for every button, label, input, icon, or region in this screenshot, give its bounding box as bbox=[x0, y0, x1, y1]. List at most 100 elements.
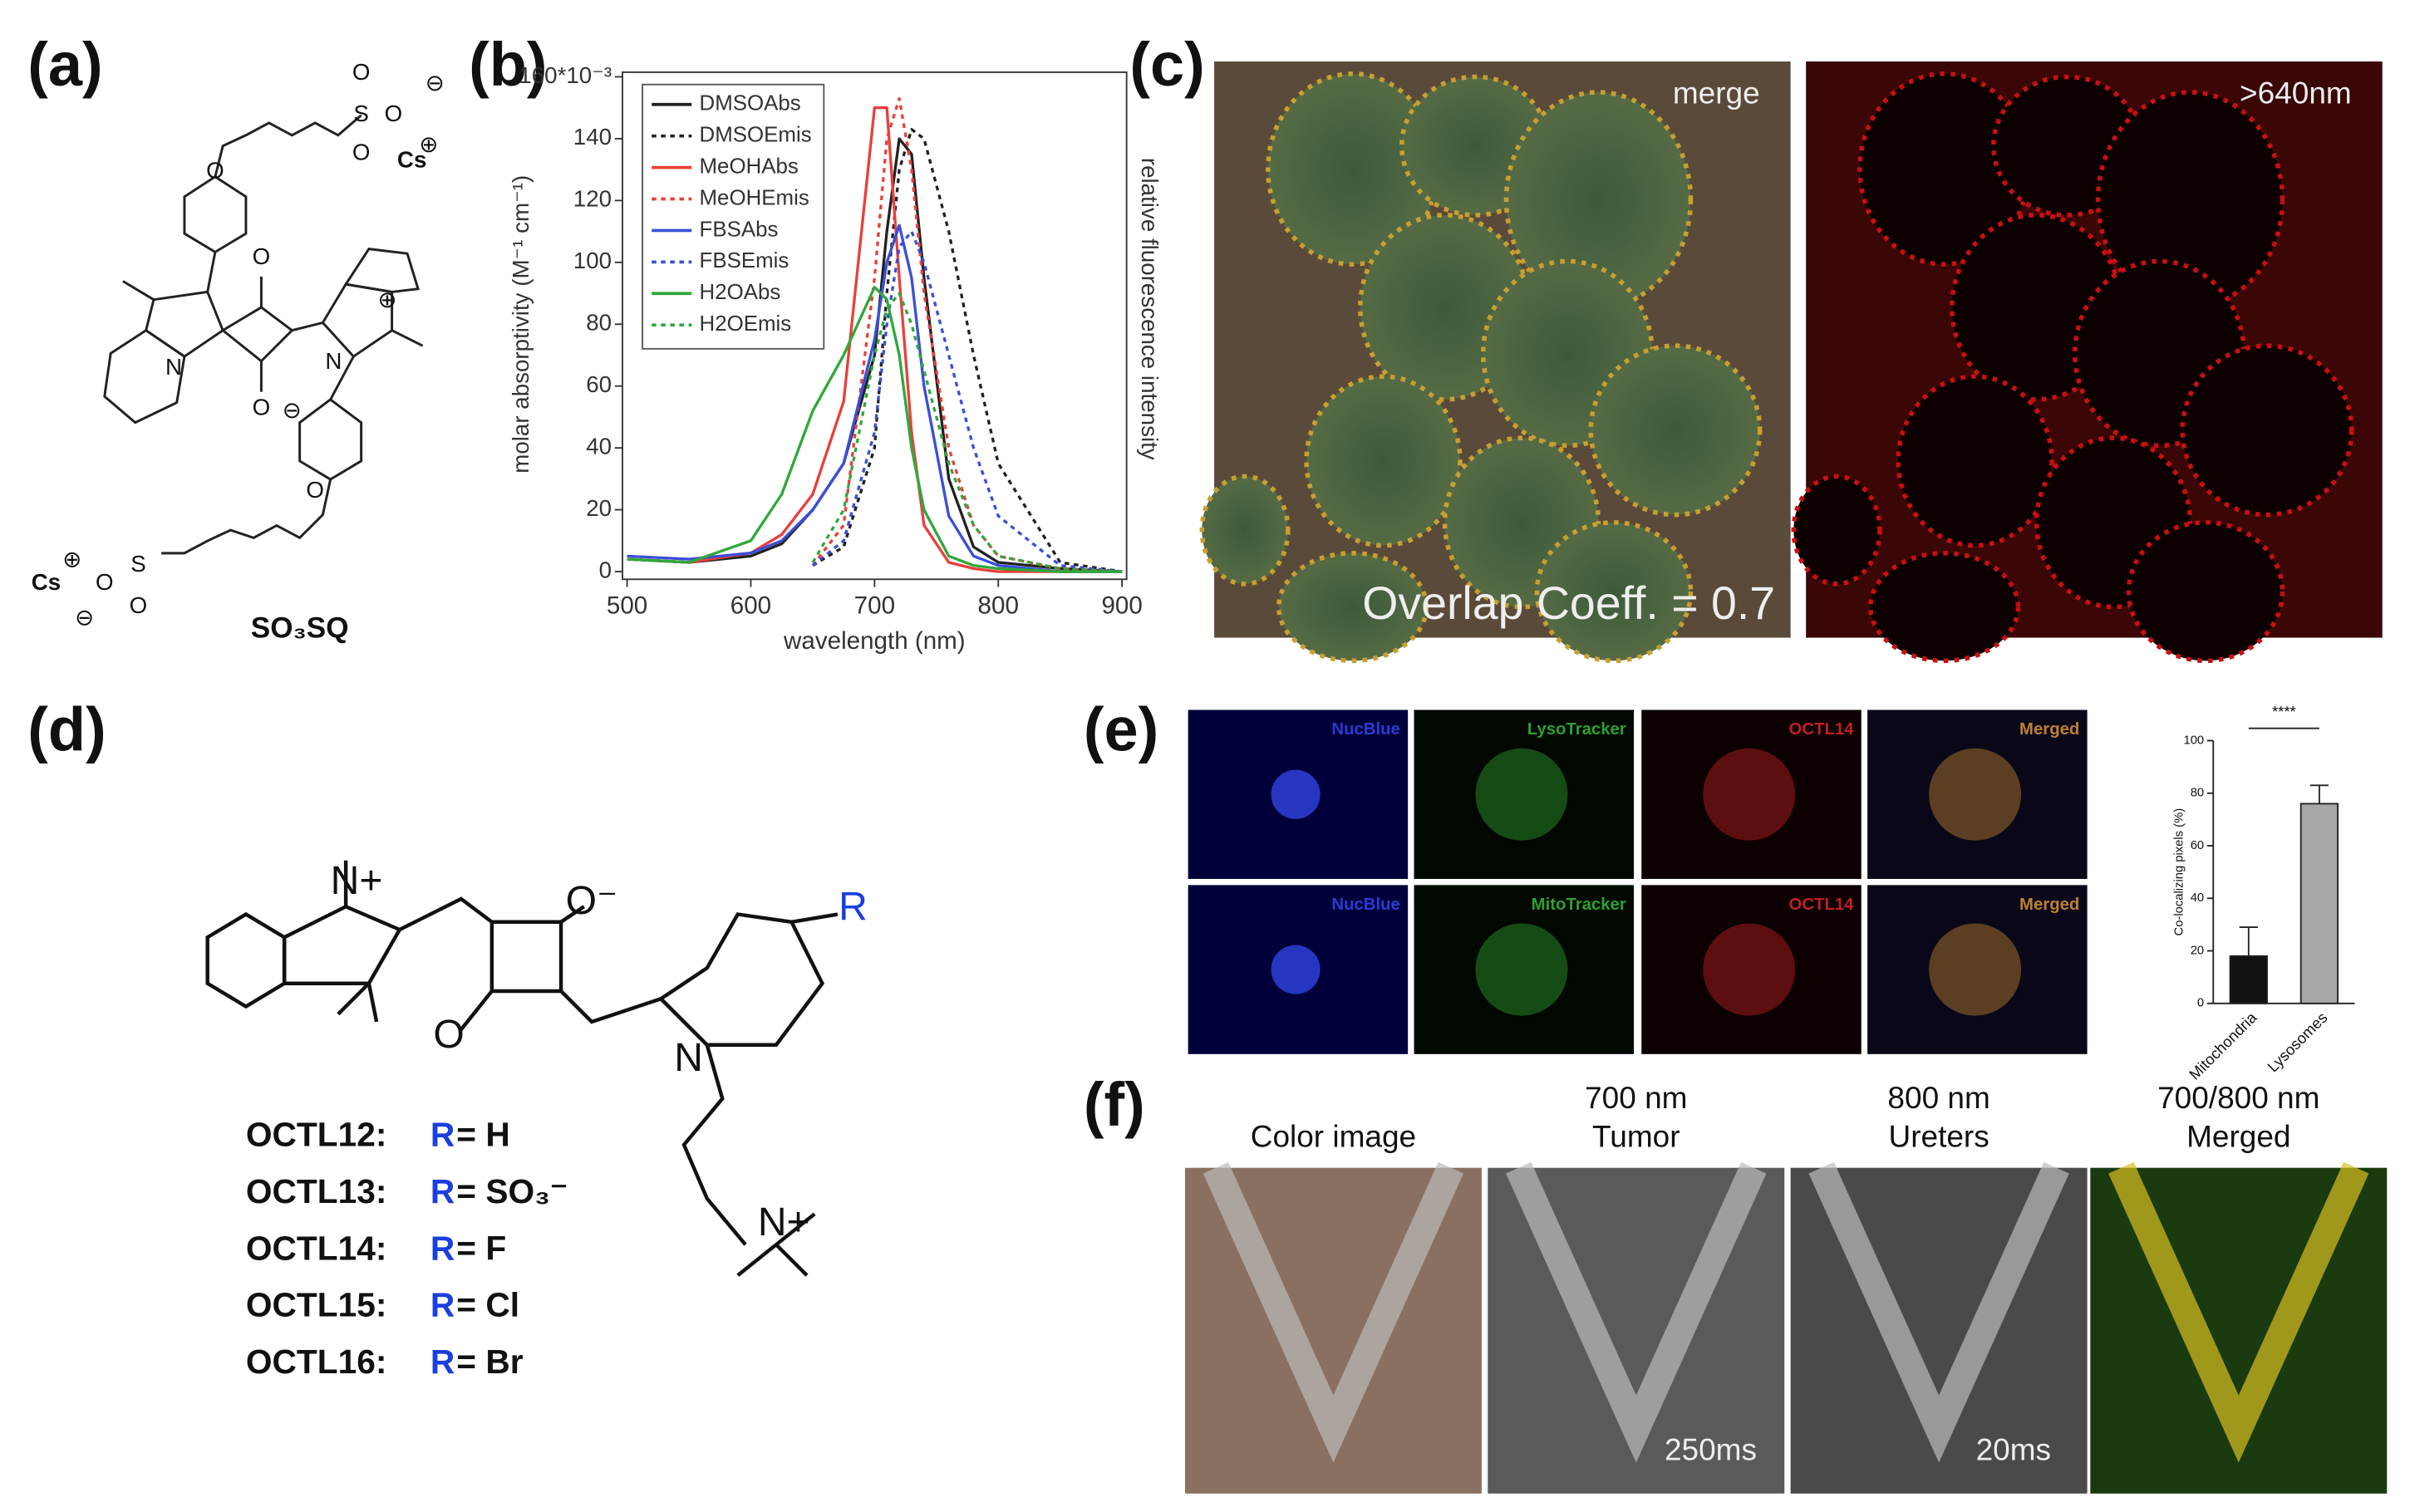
legend-label: FBSAbs bbox=[700, 218, 779, 241]
legend-label: FBSEmis bbox=[700, 249, 789, 272]
cell-signal bbox=[1475, 748, 1568, 841]
panel-label: (e) bbox=[1084, 695, 1158, 764]
x-tick-label: 800 bbox=[978, 592, 1019, 619]
x-tick-label: 600 bbox=[730, 592, 771, 619]
image-label: OCTL14 bbox=[1789, 896, 1855, 914]
cell bbox=[1534, 520, 1694, 664]
legend-label: MeOHEmis bbox=[700, 186, 809, 209]
atom-label: O bbox=[352, 59, 371, 85]
cell bbox=[1276, 551, 1429, 664]
atom-label: N+ bbox=[331, 858, 383, 903]
structure-a-drawing bbox=[103, 114, 424, 555]
column-title: Tumor bbox=[1592, 1119, 1680, 1153]
ureter-shape bbox=[1808, 1161, 2069, 1463]
panel-label: (d) bbox=[27, 695, 106, 764]
atom-label: ⊖ bbox=[425, 70, 445, 96]
image-label: >640nm bbox=[2240, 76, 2352, 110]
substituent-r: R bbox=[430, 1172, 455, 1210]
substituent-r: R bbox=[430, 1343, 455, 1381]
atom-label: O bbox=[433, 1012, 464, 1057]
substituent: = H bbox=[456, 1115, 509, 1153]
bar bbox=[2299, 803, 2339, 1004]
image-label: Merged bbox=[2019, 896, 2079, 914]
cell-signal bbox=[1271, 945, 1321, 994]
atom-label: ⊖ bbox=[75, 605, 94, 631]
cell bbox=[1304, 374, 1463, 548]
x-tick-label: Mitochondria bbox=[2186, 1009, 2260, 1083]
cell-signal bbox=[1703, 923, 1796, 1016]
ureter-shape bbox=[1506, 1161, 1767, 1463]
image-label: merge bbox=[1673, 76, 1760, 110]
image-label: NucBlue bbox=[1331, 720, 1399, 739]
atom-label: ⊖ bbox=[283, 397, 302, 423]
series-line bbox=[811, 96, 1123, 573]
panel-label: (f) bbox=[1084, 1070, 1145, 1139]
column-title: Merged bbox=[2186, 1119, 2290, 1153]
image-annotation: 20ms bbox=[1976, 1433, 2051, 1467]
y-tick-label: 40 bbox=[2191, 891, 2204, 905]
y-tick-label: 0 bbox=[2197, 997, 2204, 1010]
y-axis-label: molar absorptivity (M⁻¹ cm⁻¹) bbox=[508, 175, 534, 474]
series-line bbox=[627, 106, 1123, 573]
atom-label: ⊕ bbox=[419, 131, 438, 157]
substituent: = Cl bbox=[456, 1286, 519, 1324]
micrograph bbox=[1414, 709, 1635, 879]
compound-label: OCTL12: bbox=[246, 1115, 386, 1153]
y-tick-label: 140 bbox=[573, 124, 612, 150]
x-tick-label: Lysosomes bbox=[2264, 1009, 2330, 1075]
atom-label: N bbox=[325, 348, 342, 374]
x-tick-label: 500 bbox=[607, 592, 647, 619]
x-tick-label: 900 bbox=[1101, 592, 1142, 619]
micrograph bbox=[1414, 885, 1635, 1054]
series-line bbox=[811, 229, 1123, 573]
legend-label: H2OEmis bbox=[700, 312, 792, 336]
x-axis-label: wavelength (nm) bbox=[783, 627, 966, 655]
panel-label: (c) bbox=[1129, 30, 1204, 99]
atom-label: ⊕ bbox=[377, 287, 396, 312]
y-tick-label: 40 bbox=[586, 433, 612, 459]
image-label: Merged bbox=[2019, 720, 2079, 739]
substituent: = SO₃⁻ bbox=[456, 1172, 568, 1210]
column-title: 700 nm bbox=[1585, 1081, 1687, 1115]
cell bbox=[2180, 343, 2354, 518]
series-line bbox=[811, 292, 1123, 573]
cell bbox=[2095, 90, 2285, 310]
atom-label: O bbox=[206, 157, 224, 183]
atom-label: S bbox=[130, 551, 145, 577]
y-tick-label: 100 bbox=[573, 248, 612, 273]
micrograph bbox=[1641, 885, 1862, 1054]
y-tick-label: 60 bbox=[586, 371, 612, 397]
structure-d-drawing bbox=[205, 860, 839, 1277]
atom-label: N bbox=[165, 354, 182, 380]
image-label: NucBlue bbox=[1331, 896, 1399, 914]
atom-label: O bbox=[352, 139, 371, 164]
atom-label: N+ bbox=[758, 1200, 810, 1244]
substituent: = Br bbox=[456, 1343, 523, 1381]
cell bbox=[1896, 374, 2054, 548]
ureter-shape bbox=[2108, 1161, 2369, 1463]
y2-axis-label: relative fluorescence intensity bbox=[1137, 158, 1163, 460]
x-tick-label: 700 bbox=[854, 592, 895, 619]
micrograph bbox=[1641, 709, 1862, 879]
legend-label: DMSOAbs bbox=[700, 92, 801, 115]
atom-label: O bbox=[253, 243, 271, 269]
y-tick-label: 20 bbox=[2191, 944, 2204, 957]
y-tick-label: 120 bbox=[573, 186, 612, 212]
atom-label: R bbox=[839, 885, 868, 930]
series-line bbox=[627, 223, 1123, 573]
y-tick-label: 80 bbox=[586, 310, 612, 336]
image-label: OCTL14 bbox=[1789, 720, 1855, 739]
atom-label: O bbox=[253, 394, 271, 420]
cell-signal bbox=[1703, 748, 1796, 841]
y-tick-label: 80 bbox=[2191, 787, 2204, 800]
cell-signal bbox=[1475, 923, 1568, 1016]
cell bbox=[1199, 474, 1291, 587]
image-annotation: 250ms bbox=[1665, 1433, 1757, 1467]
y-tick-label: 60 bbox=[2191, 839, 2204, 852]
substituent-r: R bbox=[430, 1229, 455, 1267]
y-tick-label: 0 bbox=[599, 557, 612, 582]
atom-label: S bbox=[353, 101, 368, 126]
y-tick-label: 20 bbox=[586, 495, 612, 521]
